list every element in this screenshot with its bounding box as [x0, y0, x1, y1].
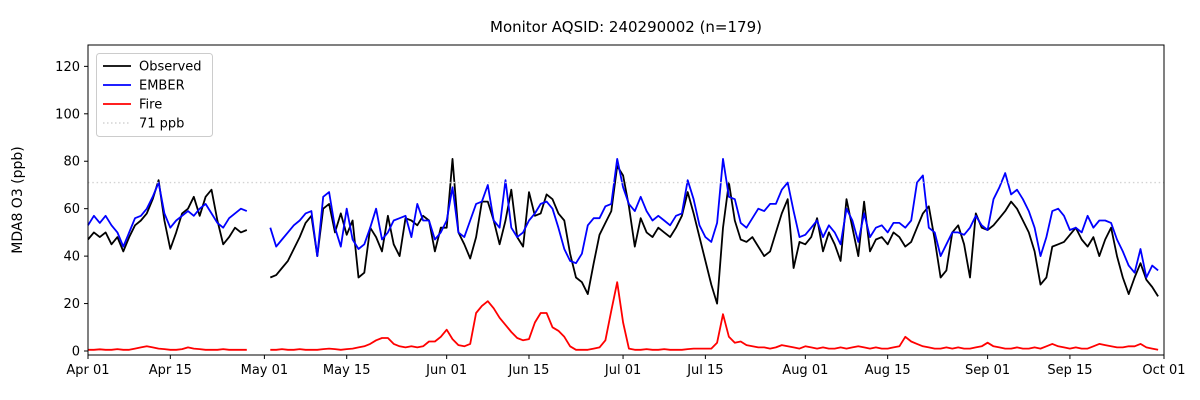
y-tick-label: 60 — [63, 202, 80, 217]
chart-title: Monitor AQSID: 240290002 (n=179) — [490, 18, 762, 36]
observed-series-line — [87, 179, 248, 253]
x-tick-label: May 15 — [323, 363, 371, 378]
y-tick-label: 0 — [72, 345, 80, 360]
x-tick-label: Sep 15 — [1047, 363, 1092, 378]
legend-box — [96, 53, 213, 137]
legend-label-fire: Fire — [139, 98, 162, 113]
plot-area: Apr 01 Apr 15 May 01 May 15 Jun 01 Jun 15 Jul … — [55, 44, 1186, 378]
fire-series-line — [270, 281, 1159, 351]
legend-label-observed: Observed — [139, 60, 202, 75]
x-tick-label: Oct 01 — [1142, 363, 1185, 378]
y-tick-label: 20 — [63, 297, 80, 312]
plot-border — [87, 44, 1165, 356]
legend: Observed EMBER Fire 71 ppb — [96, 53, 213, 137]
x-tick-label: Aug 15 — [865, 363, 911, 378]
y-tick-label: 120 — [55, 60, 80, 75]
x-tick-label: Jul 01 — [604, 363, 641, 378]
legend-item-fire: Fire — [103, 98, 162, 113]
observed-series-line — [269, 157, 1159, 305]
fire-series-line — [88, 345, 247, 351]
x-tick-label: Apr 15 — [149, 363, 192, 378]
legend-label-threshold: 71 ppb — [139, 117, 184, 132]
x-tick-label: Jul 15 — [686, 363, 723, 378]
y-tick-label: 80 — [63, 155, 80, 170]
ember-series-line — [269, 157, 1159, 279]
legend-item-threshold: 71 ppb — [103, 117, 184, 132]
x-tick-label: Jun 01 — [425, 363, 467, 378]
y-tick-label: 40 — [63, 250, 80, 265]
x-tick-label: May 01 — [241, 363, 289, 378]
x-tick-label: Sep 01 — [965, 363, 1010, 378]
x-tick-label: Jun 15 — [507, 363, 549, 378]
y-axis-label: MDA8 O3 (ppb) — [10, 146, 26, 254]
x-tick-label: Aug 01 — [782, 363, 828, 378]
legend-item-observed: Observed — [103, 60, 202, 75]
ember-series-line — [87, 181, 248, 248]
y-tick-label: 100 — [55, 107, 80, 122]
legend-label-ember: EMBER — [139, 79, 185, 94]
legend-item-ember: EMBER — [103, 79, 185, 94]
x-tick-label: Apr 01 — [66, 363, 109, 378]
